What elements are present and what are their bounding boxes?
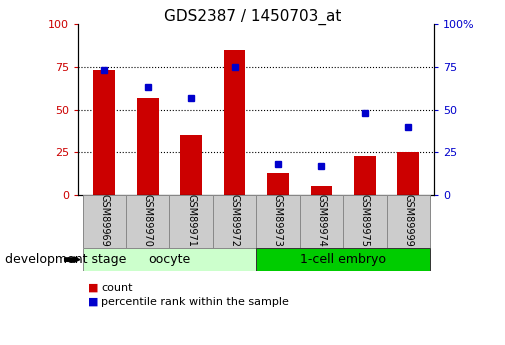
Text: GSM89973: GSM89973 [273,194,283,247]
Text: GSM89971: GSM89971 [186,194,196,247]
FancyBboxPatch shape [257,248,430,271]
Text: GSM89975: GSM89975 [360,194,370,247]
Bar [354,156,376,195]
Text: ■: ■ [88,297,99,307]
Text: GSM89972: GSM89972 [230,194,239,247]
Bar [224,50,245,195]
FancyBboxPatch shape [83,195,126,248]
Text: development stage: development stage [5,253,126,266]
FancyBboxPatch shape [257,195,299,248]
Text: percentile rank within the sample: percentile rank within the sample [101,297,289,307]
Text: GSM89974: GSM89974 [317,194,326,247]
Bar [397,152,419,195]
FancyBboxPatch shape [386,195,430,248]
FancyBboxPatch shape [170,195,213,248]
FancyBboxPatch shape [299,195,343,248]
Text: 1-cell embryo: 1-cell embryo [300,253,386,266]
Text: count: count [101,283,132,293]
Bar [311,186,332,195]
Text: GSM89969: GSM89969 [99,194,109,247]
Bar [180,135,202,195]
Text: ■: ■ [88,283,99,293]
Text: oocyte: oocyte [148,253,190,266]
FancyBboxPatch shape [83,248,257,271]
Bar [93,70,115,195]
Bar [137,98,159,195]
Text: GSM89970: GSM89970 [143,194,153,247]
FancyBboxPatch shape [343,195,386,248]
FancyBboxPatch shape [126,195,170,248]
Text: GSM89999: GSM89999 [403,194,413,247]
Bar [267,173,289,195]
Text: GDS2387 / 1450703_at: GDS2387 / 1450703_at [164,9,341,25]
FancyBboxPatch shape [213,195,257,248]
